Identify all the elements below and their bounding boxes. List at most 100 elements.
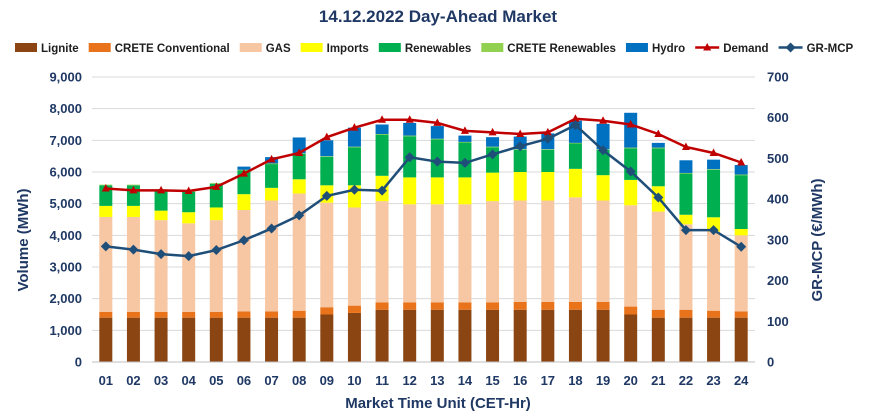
bar-imports (596, 175, 610, 201)
bar-crete-renewables (458, 141, 472, 143)
chart-title: 14.12.2022 Day-Ahead Market (319, 7, 557, 26)
bar-lignite (734, 317, 748, 362)
bar-gas (596, 200, 610, 302)
bar-crete-renewables (430, 138, 444, 140)
bar-imports (99, 205, 113, 217)
x-tick-label: 05 (209, 373, 223, 388)
bar-renewables (265, 164, 279, 188)
chart-legend: Lignite CRETE Conventional GAS Imports Renew… (15, 42, 854, 55)
y2-tick-label: 400 (767, 192, 789, 207)
bar-lignite (596, 309, 610, 362)
bar-imports (292, 179, 306, 194)
bar-crete-renewables (707, 169, 721, 170)
x-tick-label: 22 (679, 373, 693, 388)
bar-crete-conventional (651, 309, 665, 318)
bar-lignite (679, 317, 693, 362)
x-tick-label: 17 (541, 373, 555, 388)
legend-label-imports: Imports (327, 43, 369, 55)
bar-hydro (375, 124, 389, 134)
x-tick-label: 20 (623, 373, 637, 388)
legend-swatch-hydro (625, 43, 648, 52)
x-tick-label: 04 (181, 373, 196, 388)
bar-gas (209, 220, 223, 312)
bar-renewables (596, 149, 610, 176)
bar-lignite (513, 309, 527, 362)
bar-lignite (458, 309, 472, 362)
y-tick-label: 0 (75, 355, 82, 370)
bar-crete-renewables (568, 142, 582, 144)
demand-point (488, 127, 497, 136)
bar-gas (347, 207, 361, 306)
gr-mcp-point (294, 210, 305, 221)
bar-gas (679, 224, 693, 310)
gr-mcp-point (432, 156, 443, 167)
gr-mcp-point (653, 192, 664, 203)
demand-point (405, 115, 414, 123)
y2-axis-label: GR-MCP (€/MWh) (809, 178, 826, 301)
bar-crete-renewables (734, 174, 748, 176)
bar-hydro (292, 137, 306, 154)
bar-crete-renewables (624, 147, 638, 149)
bar-gas (265, 200, 279, 312)
bar-hydro (237, 166, 251, 170)
demand-point (516, 129, 525, 137)
bar-crete-conventional (513, 301, 527, 310)
bar-lignite (237, 317, 251, 362)
legend-swatch-lignite (15, 43, 37, 52)
axes: 0 1,000 2,000 3,000 4,000 5,000 6,000 7,000 8,00… (49, 70, 788, 389)
bar-crete-conventional (347, 305, 361, 313)
x-tick-label: 18 (568, 373, 582, 388)
demand-line (105, 117, 742, 193)
legend-label-hydro: Hydro (652, 43, 685, 55)
y-tick-label: 9,000 (49, 70, 82, 85)
legend-label-lignite: Lignite (41, 43, 79, 55)
demand-point (543, 127, 552, 136)
bar-crete-conventional (320, 307, 334, 315)
legend-swatch-gas (239, 43, 262, 52)
bar-crete-conventional (237, 311, 251, 318)
demand-point (654, 129, 663, 137)
y2-tick-label: 300 (767, 232, 789, 247)
bar-gas (292, 193, 306, 311)
legend-label-crete-conventional: CRETE Conventional (115, 43, 230, 55)
y-tick-label: 4,000 (49, 228, 82, 243)
bar-lignite (182, 317, 196, 362)
bar-imports (154, 210, 168, 221)
bar-gas (375, 201, 389, 303)
bar-crete-conventional (568, 301, 582, 310)
x-tick-label: 15 (485, 373, 499, 388)
demand-point (378, 115, 387, 123)
bar-crete-renewables (347, 146, 361, 148)
gr-mcp-point (459, 157, 470, 168)
bar-renewables (734, 175, 748, 229)
y-tick-label: 1,000 (49, 323, 82, 338)
bar-crete-conventional (486, 302, 500, 310)
legend-label-renewables: Renewables (405, 43, 471, 55)
x-tick-label: 11 (375, 373, 389, 388)
gr-mcp-point (266, 223, 277, 234)
gr-mcp-point (680, 225, 691, 236)
x-tick-label: 01 (99, 373, 113, 388)
bar-renewables (292, 153, 306, 180)
bar-imports (734, 229, 748, 236)
bar-lignite (209, 317, 223, 362)
bar-renewables (375, 134, 389, 176)
bar-crete-conventional (209, 311, 223, 318)
bar-crete-conventional (624, 306, 638, 315)
bar-crete-conventional (182, 311, 196, 318)
demand-point (157, 185, 166, 194)
legend-swatch-renewables (378, 43, 401, 52)
y-tick-label: 5,000 (49, 196, 82, 211)
y-tick-label: 6,000 (49, 165, 82, 180)
demand-point (433, 118, 442, 126)
bar-crete-renewables (651, 147, 665, 149)
bar-gas (651, 211, 665, 310)
bar-renewables (182, 191, 196, 213)
bar-renewables (154, 190, 168, 211)
demand-point (681, 142, 690, 150)
bar-imports (541, 172, 555, 201)
bar-imports (237, 194, 251, 210)
bar-gas (403, 204, 417, 303)
legend-swatch-crete-conventional (88, 43, 111, 52)
